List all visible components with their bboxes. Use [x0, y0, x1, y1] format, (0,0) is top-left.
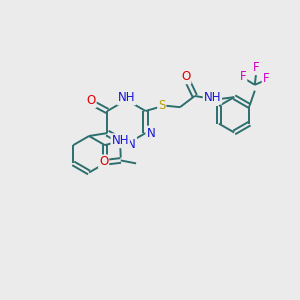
Text: NH: NH — [204, 91, 221, 103]
Text: NH: NH — [111, 134, 129, 147]
Text: F: F — [253, 61, 260, 74]
Text: O: O — [99, 155, 108, 168]
Text: F: F — [263, 72, 269, 85]
Text: S: S — [158, 99, 166, 112]
Text: N: N — [146, 127, 155, 140]
Text: O: O — [181, 70, 190, 83]
Text: NH: NH — [118, 92, 135, 104]
Text: N: N — [128, 138, 136, 151]
Text: O: O — [86, 94, 96, 107]
Text: F: F — [240, 70, 246, 83]
